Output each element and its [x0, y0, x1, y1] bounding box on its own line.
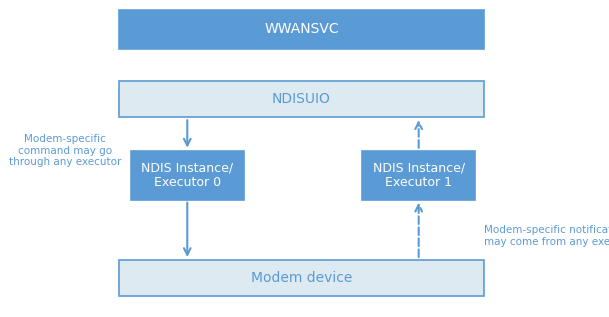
FancyBboxPatch shape: [119, 81, 484, 117]
FancyBboxPatch shape: [119, 260, 484, 296]
Text: WWANSVC: WWANSVC: [264, 22, 339, 36]
Text: Modem device: Modem device: [251, 271, 352, 285]
FancyBboxPatch shape: [119, 10, 484, 49]
FancyBboxPatch shape: [131, 151, 244, 200]
Text: NDIS Instance/
Executor 0: NDIS Instance/ Executor 0: [141, 161, 233, 189]
Text: NDISUIO: NDISUIO: [272, 92, 331, 106]
Text: NDIS Instance/
Executor 1: NDIS Instance/ Executor 1: [373, 161, 465, 189]
FancyBboxPatch shape: [362, 151, 475, 200]
Text: Modem-specific notification
may come from any executor: Modem-specific notification may come fro…: [484, 225, 609, 247]
Text: Modem-specific
command may go
through any executor: Modem-specific command may go through an…: [9, 134, 122, 167]
